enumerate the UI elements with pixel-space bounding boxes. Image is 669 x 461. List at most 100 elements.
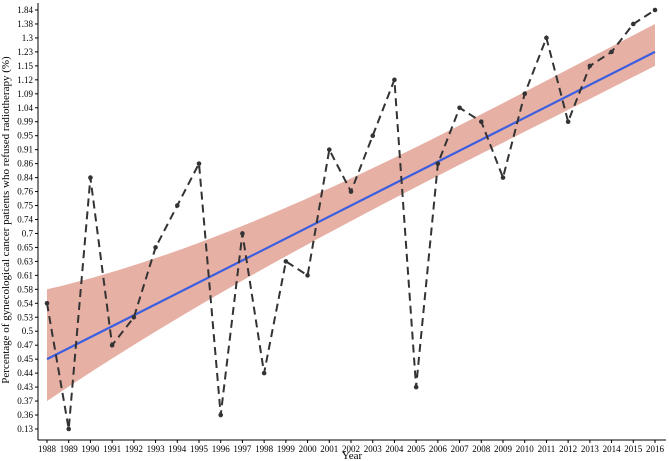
y-tick-label: 1.04 bbox=[17, 103, 33, 113]
data-point bbox=[66, 426, 72, 432]
x-tick-label: 1995 bbox=[190, 444, 209, 454]
y-tick-label: 1.3 bbox=[22, 33, 34, 43]
data-point bbox=[544, 35, 549, 41]
data-point bbox=[109, 342, 115, 348]
points-layer bbox=[44, 7, 658, 432]
y-tick-label: 0.13 bbox=[17, 424, 33, 434]
y-tick-label: 0.65 bbox=[17, 242, 33, 252]
y-tick-label: 1.09 bbox=[17, 89, 33, 99]
y-tick-label: 0.54 bbox=[17, 298, 33, 308]
x-tick-label: 2010 bbox=[516, 444, 535, 454]
data-point bbox=[131, 314, 137, 320]
x-tick-label: 2000 bbox=[299, 444, 318, 454]
y-tick-label: 0.37 bbox=[17, 396, 33, 406]
data-point bbox=[326, 147, 332, 152]
y-tick-label: 0.75 bbox=[17, 201, 33, 211]
y-tick-label: 1.12 bbox=[17, 75, 33, 85]
x-tick-label: 1999 bbox=[277, 444, 296, 454]
data-point bbox=[218, 412, 224, 418]
x-tick-label: 2005 bbox=[407, 444, 426, 454]
x-tick-label: 2004 bbox=[385, 444, 404, 454]
y-tick-label: 0.5 bbox=[22, 326, 34, 336]
x-tick-label: 1994 bbox=[168, 444, 187, 454]
data-point bbox=[500, 175, 506, 180]
x-tick-label: 2008 bbox=[472, 444, 491, 454]
y-tick-label: 0.63 bbox=[17, 256, 33, 266]
data-point bbox=[88, 175, 93, 180]
x-tick-label: 1992 bbox=[125, 444, 143, 454]
data-point bbox=[392, 77, 397, 83]
data-point bbox=[435, 161, 441, 166]
y-tick-label: 0.58 bbox=[17, 284, 33, 294]
data-point bbox=[44, 301, 50, 306]
trend-line-layer bbox=[46, 50, 656, 361]
y-tick-label: 1.84 bbox=[17, 5, 33, 15]
y-tick-label: 0.7 bbox=[22, 228, 34, 238]
x-tick-label: 2013 bbox=[581, 444, 600, 454]
x-tick-label: 2011 bbox=[538, 444, 556, 454]
x-axis-title: Year bbox=[342, 450, 363, 461]
x-tick-label: 1990 bbox=[81, 444, 100, 454]
y-tick-label: 0.76 bbox=[17, 187, 33, 197]
y-tick-label: 0.43 bbox=[17, 382, 33, 392]
x-tick-label: 1989 bbox=[60, 444, 79, 454]
data-point bbox=[261, 370, 267, 376]
x-tick-label: 2007 bbox=[451, 444, 470, 454]
x-tick-label: 1993 bbox=[147, 444, 166, 454]
x-tick-label: 1997 bbox=[233, 444, 252, 454]
y-tick-label: 0.44 bbox=[17, 368, 33, 378]
y-tick-label: 1.38 bbox=[17, 19, 33, 29]
data-point bbox=[478, 119, 484, 125]
x-tick-label: 1988 bbox=[38, 444, 57, 454]
data-point bbox=[153, 245, 158, 250]
x-tick-label: 1996 bbox=[212, 444, 231, 454]
data-point bbox=[196, 161, 202, 166]
data-point bbox=[609, 49, 614, 55]
x-axis-ticks: 1988 1989 1990 1991 1992 1993 1994 1995 1996 1997… bbox=[38, 440, 665, 454]
y-tick-label: 0.47 bbox=[17, 340, 33, 350]
data-point bbox=[457, 105, 462, 111]
x-tick-label: 2014 bbox=[603, 444, 622, 454]
data-point bbox=[630, 21, 636, 27]
data-point bbox=[174, 203, 180, 208]
data-point bbox=[652, 7, 658, 13]
x-tick-label: 2006 bbox=[429, 444, 448, 454]
y-axis-title: Percentage of gynecological cancer patie… bbox=[0, 56, 12, 384]
data-point bbox=[240, 231, 245, 236]
data-point bbox=[565, 119, 571, 125]
x-tick-label: 2016 bbox=[646, 444, 665, 454]
y-tick-label: 0.91 bbox=[17, 145, 33, 155]
y-axis-ticks: 0.13 0.36 0.37 0.43 0.44 0.45 0.47 0.5 0.53 0.54 0… bbox=[17, 5, 38, 434]
data-point bbox=[283, 259, 289, 264]
data-point bbox=[413, 384, 419, 390]
x-tick-label: 2001 bbox=[320, 444, 338, 454]
y-tick-label: 1.15 bbox=[17, 61, 33, 71]
x-tick-label: 2003 bbox=[364, 444, 383, 454]
y-tick-label: 0.99 bbox=[17, 117, 33, 127]
data-point bbox=[587, 63, 593, 69]
axes bbox=[37, 3, 666, 441]
x-tick-label: 2002 bbox=[342, 444, 360, 454]
confidence-band bbox=[47, 24, 655, 402]
x-tick-label: 1998 bbox=[255, 444, 274, 454]
y-tick-label: 0.36 bbox=[17, 410, 33, 420]
y-tick-label: 0.53 bbox=[17, 312, 33, 322]
x-tick-label: 2015 bbox=[624, 444, 643, 454]
data-point bbox=[370, 133, 376, 138]
y-tick-label: 0.86 bbox=[17, 159, 33, 169]
y-tick-label: 0.61 bbox=[17, 270, 33, 280]
data-point bbox=[522, 91, 528, 97]
y-tick-label: 0.95 bbox=[17, 131, 33, 141]
trend-line bbox=[46, 50, 656, 361]
y-tick-label: 1.23 bbox=[17, 47, 33, 57]
y-tick-label: 0.45 bbox=[17, 354, 33, 364]
data-point bbox=[305, 273, 310, 278]
confidence-band-layer bbox=[47, 24, 655, 402]
data-point bbox=[348, 189, 354, 194]
y-tick-label: 0.84 bbox=[17, 173, 33, 183]
x-tick-label: 1991 bbox=[103, 444, 121, 454]
x-tick-label: 2012 bbox=[559, 444, 577, 454]
x-tick-label: 2009 bbox=[494, 444, 513, 454]
y-tick-label: 0.74 bbox=[17, 215, 33, 225]
